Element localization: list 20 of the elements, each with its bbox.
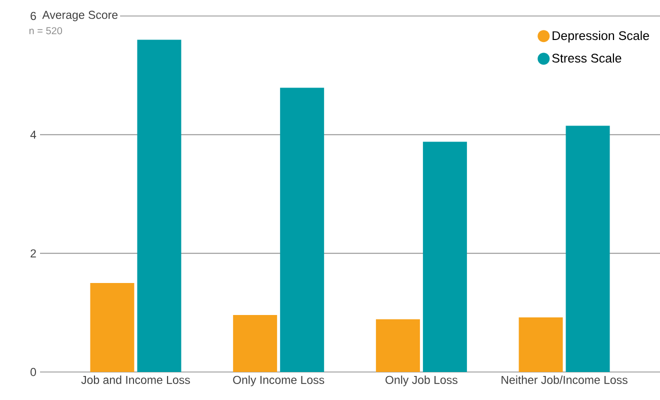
bar (566, 126, 610, 372)
bar (518, 317, 563, 372)
x-tick-label: Only Income Loss (233, 376, 324, 386)
bar (376, 319, 420, 372)
x-tick-label: Only Job Loss (386, 376, 458, 386)
bar (280, 88, 324, 372)
bar (90, 283, 134, 372)
bar (422, 142, 467, 372)
y-axis-title: Average Score (42, 10, 118, 22)
y-tick-label: 4 (30, 130, 36, 139)
y-tick-label: 2 (30, 249, 36, 258)
y-tick-label: 0 (30, 368, 36, 376)
x-tick-label: Neither Job/Income Loss (502, 376, 628, 384)
bar (233, 315, 278, 372)
x-tick-label: Job and Income Loss (81, 376, 190, 384)
annotation: n = 520 (29, 27, 62, 34)
bar (137, 40, 182, 372)
y-tick-label: 6 (30, 12, 36, 20)
legend-label: Depression Scale (552, 30, 650, 43)
legend-label: Stress Scale (552, 53, 622, 63)
